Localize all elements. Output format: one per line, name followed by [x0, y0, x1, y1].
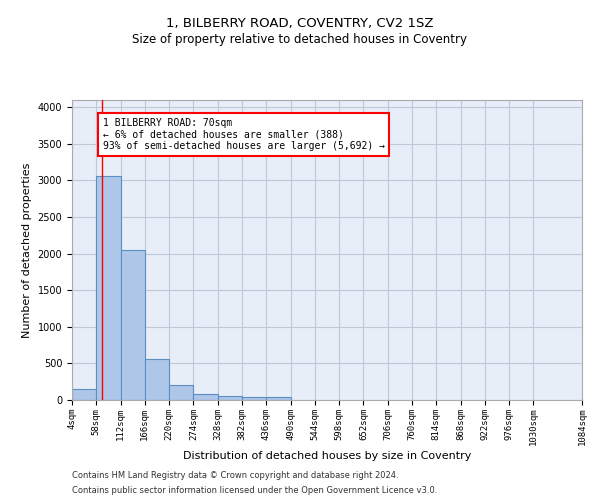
Text: 1 BILBERRY ROAD: 70sqm
← 6% of detached houses are smaller (388)
93% of semi-det: 1 BILBERRY ROAD: 70sqm ← 6% of detached … [103, 118, 385, 152]
Y-axis label: Number of detached properties: Number of detached properties [22, 162, 32, 338]
Text: Contains HM Land Registry data © Crown copyright and database right 2024.: Contains HM Land Registry data © Crown c… [72, 471, 398, 480]
Bar [193, 394, 218, 400]
Bar [218, 396, 242, 400]
Bar [145, 359, 169, 400]
X-axis label: Distribution of detached houses by size in Coventry: Distribution of detached houses by size … [183, 451, 471, 461]
Bar [72, 389, 96, 400]
Bar [121, 250, 145, 400]
Text: Contains public sector information licensed under the Open Government Licence v3: Contains public sector information licen… [72, 486, 437, 495]
Bar [242, 397, 266, 400]
Bar [96, 176, 121, 400]
Bar [169, 385, 193, 400]
Text: Size of property relative to detached houses in Coventry: Size of property relative to detached ho… [133, 32, 467, 46]
Text: 1, BILBERRY ROAD, COVENTRY, CV2 1SZ: 1, BILBERRY ROAD, COVENTRY, CV2 1SZ [166, 18, 434, 30]
Bar [266, 397, 290, 400]
